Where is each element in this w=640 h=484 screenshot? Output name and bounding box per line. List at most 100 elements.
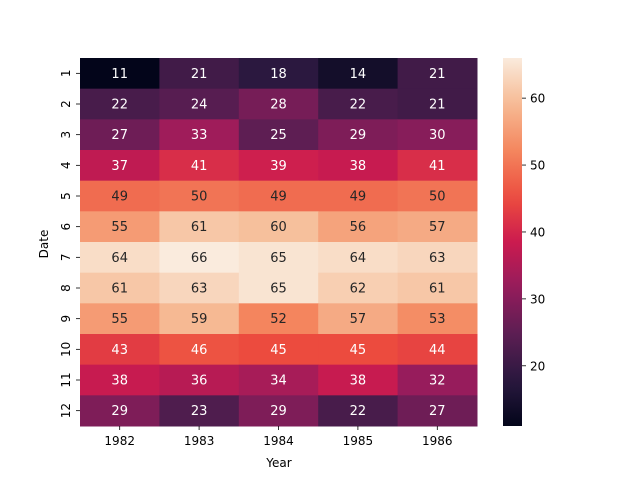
heatmap-cell [318, 88, 399, 120]
colorbar-tick-label: 40 [530, 225, 545, 239]
heatmap-cell [318, 242, 399, 274]
y-tick-label: 5 [59, 192, 73, 200]
x-tick-label: 1985 [343, 434, 374, 448]
heatmap-cell [159, 395, 240, 427]
heatmap-cell [80, 272, 160, 304]
heatmap-cells [80, 58, 478, 427]
cell-value-label: 29 [350, 128, 367, 143]
cell-value-label: 63 [191, 282, 208, 297]
heatmap-cell [318, 364, 399, 396]
cell-value-label: 14 [350, 67, 367, 82]
heatmap-cell [80, 395, 160, 427]
cell-value-label: 28 [270, 98, 287, 113]
cell-value-label: 21 [191, 67, 208, 82]
cell-value-label: 56 [350, 220, 367, 235]
cell-value-label: 64 [111, 251, 128, 266]
cell-value-label: 18 [270, 67, 287, 82]
heatmap-cell [397, 303, 478, 335]
cell-value-label: 22 [350, 404, 367, 419]
heatmap-cell [318, 334, 399, 366]
cell-value-label: 43 [111, 343, 128, 358]
cell-value-label: 41 [191, 159, 208, 174]
heatmap-cell [318, 180, 399, 212]
heatmap-cell [159, 211, 240, 243]
heatmap-cell [80, 303, 160, 335]
y-tick-label: 12 [59, 403, 73, 418]
cell-value-label: 61 [111, 282, 128, 297]
cell-value-label: 53 [429, 312, 446, 327]
cell-value-label: 41 [429, 159, 446, 174]
cell-value-label: 38 [350, 159, 367, 174]
cell-value-label: 23 [191, 404, 208, 419]
cell-annotations: 11 21 18 14 21 22 24 28 22 21 27 33 25 29 30 37 41 39 38 41… [111, 67, 445, 419]
heatmap-cell [80, 364, 160, 396]
x-axis: 1982 1983 1984 1985 1986 [104, 426, 453, 448]
cell-value-label: 65 [270, 282, 287, 297]
heatmap-cell [238, 119, 319, 151]
heatmap-cell [80, 88, 160, 120]
cell-value-label: 27 [429, 404, 446, 419]
cell-value-label: 27 [111, 128, 128, 143]
cell-value-label: 59 [191, 312, 208, 327]
heatmap-cell [159, 303, 240, 335]
heatmap-cell [318, 395, 399, 427]
cell-value-label: 64 [350, 251, 367, 266]
heatmap-cell [397, 334, 478, 366]
heatmap-cell [159, 242, 240, 274]
cell-value-label: 37 [111, 159, 128, 174]
heatmap-cell [159, 364, 240, 396]
cell-value-label: 30 [429, 128, 446, 143]
heatmap-cell [159, 272, 240, 304]
heatmap-cell [238, 364, 319, 396]
heatmap-cell [318, 150, 399, 182]
heatmap-cell [238, 272, 319, 304]
colorbar-tick-label: 50 [530, 159, 545, 173]
y-tick-label: 7 [59, 254, 73, 262]
heatmap-cell [397, 211, 478, 243]
cell-value-label: 34 [270, 374, 287, 389]
y-tick-label: 9 [59, 315, 73, 323]
x-tick-label: 1986 [422, 434, 453, 448]
heatmap-cell [238, 303, 319, 335]
cell-value-label: 38 [111, 374, 128, 389]
heatmap-cell [159, 119, 240, 151]
cell-value-label: 61 [429, 282, 446, 297]
x-tick-label: 1982 [104, 434, 135, 448]
heatmap-cell [238, 150, 319, 182]
heatmap-cell [397, 395, 478, 427]
cell-value-label: 60 [270, 220, 287, 235]
heatmap-cell [397, 88, 478, 120]
cell-value-label: 62 [350, 282, 367, 297]
heatmap-cell [80, 211, 160, 243]
cell-value-label: 65 [270, 251, 287, 266]
y-tick-label: 10 [59, 342, 73, 357]
heatmap-cell [397, 180, 478, 212]
cell-value-label: 49 [111, 190, 128, 205]
heatmap-cell [80, 150, 160, 182]
cell-value-label: 49 [270, 190, 287, 205]
cell-value-label: 46 [191, 343, 208, 358]
cell-value-label: 25 [270, 128, 287, 143]
cell-value-label: 63 [429, 251, 446, 266]
heatmap-cell [80, 180, 160, 212]
heatmap-cell [397, 119, 478, 151]
heatmap-cell [238, 395, 319, 427]
colorbar-tick-label: 20 [530, 359, 545, 373]
heatmap-cell [238, 88, 319, 120]
heatmap-cell [318, 211, 399, 243]
cell-value-label: 55 [111, 312, 128, 327]
heatmap-cell [397, 58, 478, 90]
y-tick-label: 8 [59, 284, 73, 292]
heatmap-cell [397, 272, 478, 304]
heatmap-cell [238, 211, 319, 243]
x-tick-label: 1984 [263, 434, 294, 448]
colorbar [503, 58, 522, 426]
cell-value-label: 36 [191, 374, 208, 389]
cell-value-label: 21 [429, 98, 446, 113]
heatmap-cell [159, 334, 240, 366]
x-axis-label: Year [265, 456, 291, 470]
y-tick-label: 4 [59, 162, 73, 170]
heatmap-cell [238, 180, 319, 212]
heatmap-cell [159, 88, 240, 120]
